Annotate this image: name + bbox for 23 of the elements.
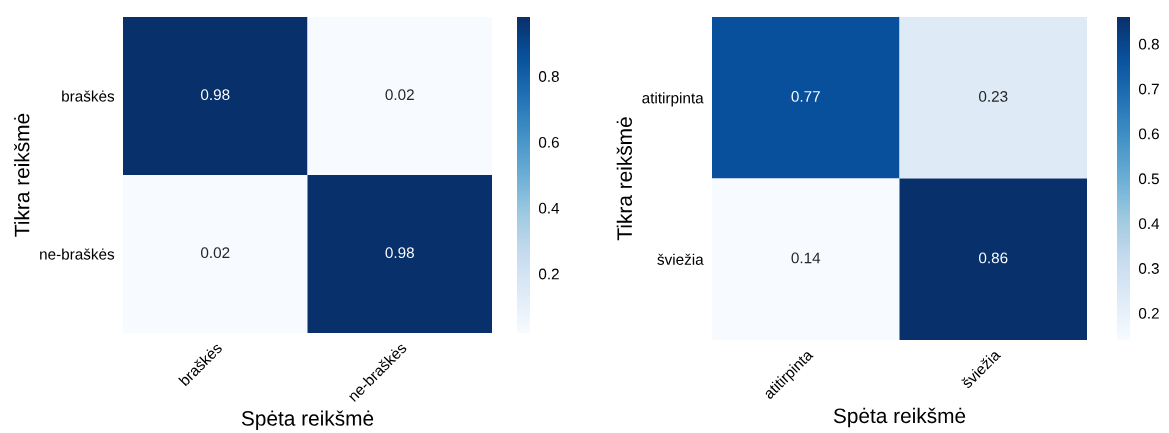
- data-label: 0.86: [978, 252, 1008, 264]
- color-bar-label: 0.6: [538, 136, 559, 148]
- data-label: 0.02: [385, 89, 414, 101]
- x-axis-title: Spėta reikšmė: [241, 410, 374, 430]
- color-bar-label: 0.5: [1138, 173, 1159, 185]
- x-axis-title: Spėta reikšmė: [833, 407, 966, 428]
- color-bar-label: 0.2: [1138, 307, 1159, 319]
- data-label: 0.23: [978, 91, 1008, 102]
- data-label: 0.02: [200, 247, 230, 259]
- color-bar-label: 0.3: [1138, 263, 1159, 274]
- data-label: 0.98: [200, 89, 230, 101]
- y-axis-title: Tikra reikšmė: [14, 113, 30, 237]
- color-bar-label: 0.2: [538, 268, 559, 280]
- data-label: 0.98: [385, 247, 414, 259]
- color-bar-label: 0.8: [1138, 38, 1159, 50]
- color-bar-label: 0.4: [538, 202, 560, 214]
- color-bar-label: 0.8: [538, 71, 559, 82]
- y-axis-title: Tikra reikšmė: [616, 117, 633, 241]
- color-bar-label: 0.4: [1138, 218, 1160, 230]
- data-label: 0.14: [791, 252, 821, 264]
- data-label: 0.77: [791, 91, 820, 102]
- color-bar-label: 0.7: [1138, 83, 1159, 95]
- color-bar-label: 0.6: [1138, 128, 1159, 140]
